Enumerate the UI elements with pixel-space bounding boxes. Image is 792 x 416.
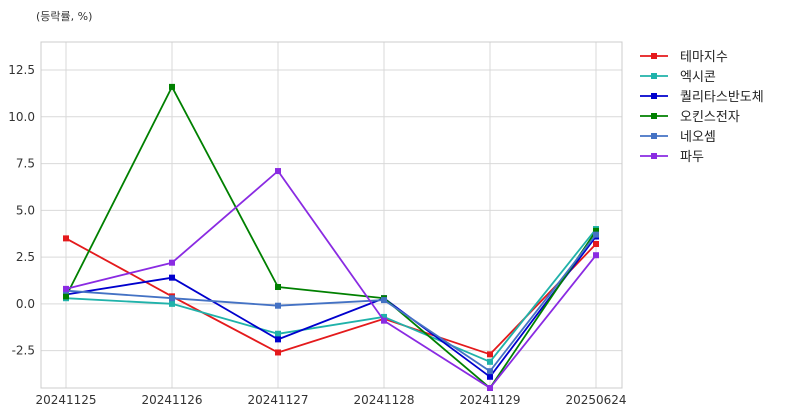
y-tick-label: 7.5 <box>16 157 35 171</box>
data-point <box>381 313 387 320</box>
data-point <box>487 373 493 380</box>
x-axis: 20241125 20241126 20241127 20241128 20241129… <box>35 393 626 407</box>
x-tick-label: 20250624 <box>565 393 626 407</box>
legend-item: 네오셈 <box>640 130 716 145</box>
x-tick-label: 20241128 <box>353 393 414 407</box>
y-tick-label: 0.0 <box>16 297 35 311</box>
data-point <box>63 293 69 300</box>
series-line <box>65 234 597 373</box>
legend-marker-icon <box>651 113 657 119</box>
legend-marker-icon <box>651 133 657 139</box>
unit-label: (등락률, %) <box>36 10 92 23</box>
legend-item: 파두 <box>640 150 704 165</box>
series-line <box>65 170 597 389</box>
y-tick-label: 5.0 <box>16 203 35 217</box>
data-point <box>63 235 69 242</box>
data-point <box>487 368 493 375</box>
y-tick-label: -2.5 <box>12 344 35 358</box>
data-point <box>381 317 387 324</box>
series-3 <box>63 83 599 391</box>
legend-label: 퀄리타스반도체 <box>680 90 764 105</box>
data-point <box>275 330 281 337</box>
data-point <box>275 336 281 343</box>
x-tick-label: 20241126 <box>141 393 202 407</box>
legend-label: 오킨스전자 <box>680 110 740 125</box>
legend-item: 퀄리타스반도체 <box>640 90 764 105</box>
legend-marker-icon <box>651 53 657 59</box>
legend-label: 네오셈 <box>680 130 716 145</box>
grid <box>41 42 622 388</box>
legend-item: 테마지수 <box>640 50 728 65</box>
series-5 <box>63 168 599 391</box>
data-point <box>169 259 175 266</box>
series-lines <box>63 83 599 391</box>
data-point <box>487 385 493 391</box>
data-point <box>593 231 599 238</box>
y-tick-label: 2.5 <box>16 250 35 264</box>
series-line <box>65 86 597 389</box>
data-point <box>169 295 175 302</box>
data-point <box>169 300 175 307</box>
data-point <box>275 349 281 356</box>
data-point <box>63 285 69 292</box>
data-point <box>381 297 387 304</box>
data-point <box>275 284 281 291</box>
legend-marker-icon <box>651 73 657 79</box>
legend-label: 테마지수 <box>680 50 728 65</box>
series-line <box>65 237 597 356</box>
data-point <box>169 274 175 281</box>
legend-item: 오킨스전자 <box>640 110 740 125</box>
legend-marker-icon <box>651 93 657 99</box>
plot-area-border <box>40 41 623 389</box>
legend-item: 엑시콘 <box>640 70 716 85</box>
y-tick-label: 10.0 <box>8 110 35 124</box>
legend-label: 파두 <box>680 150 704 165</box>
data-point <box>593 227 599 234</box>
y-axis: -2.5 0.0 2.5 5.0 7.5 10.0 12.5 <box>8 63 35 358</box>
data-point <box>275 302 281 309</box>
series-line <box>65 235 597 378</box>
data-point <box>169 83 175 90</box>
data-point <box>487 358 493 365</box>
series-2 <box>63 233 599 380</box>
legend-marker-icon <box>651 153 657 159</box>
y-tick-label: 12.5 <box>8 63 35 77</box>
data-point <box>593 240 599 247</box>
x-tick-label: 20241127 <box>247 393 308 407</box>
legend-label: 엑시콘 <box>680 70 716 85</box>
series-line <box>65 228 597 363</box>
data-point <box>593 252 599 259</box>
x-tick-label: 20241125 <box>35 393 96 407</box>
data-point <box>487 351 493 358</box>
data-point <box>275 168 281 175</box>
x-tick-label: 20241129 <box>459 393 520 407</box>
